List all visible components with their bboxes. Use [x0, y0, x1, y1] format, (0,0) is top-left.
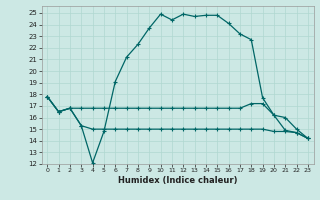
- X-axis label: Humidex (Indice chaleur): Humidex (Indice chaleur): [118, 176, 237, 185]
